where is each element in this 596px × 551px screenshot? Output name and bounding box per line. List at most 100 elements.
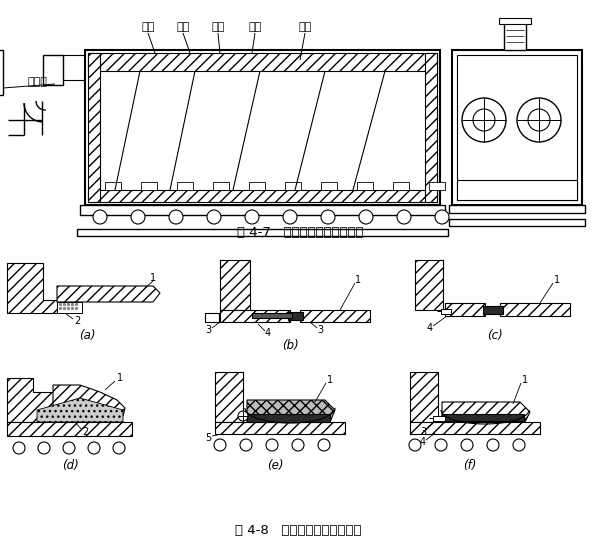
Polygon shape <box>37 398 123 422</box>
Text: 炉膛: 炉膛 <box>141 22 154 32</box>
Bar <box>457 180 577 200</box>
Circle shape <box>240 439 252 451</box>
Bar <box>252 313 292 318</box>
Circle shape <box>513 439 525 451</box>
Circle shape <box>169 210 183 224</box>
Text: 2: 2 <box>82 427 88 437</box>
Polygon shape <box>410 372 438 422</box>
Bar <box>449 205 585 213</box>
Text: 3: 3 <box>317 325 323 335</box>
Text: 图 4-7   全纤维高速烧嘴退火炉: 图 4-7 全纤维高速烧嘴退火炉 <box>237 225 364 239</box>
Circle shape <box>473 109 495 131</box>
Bar <box>410 422 540 434</box>
Text: (e): (e) <box>267 458 283 472</box>
Bar <box>77 229 448 236</box>
Bar <box>43 55 63 85</box>
Bar <box>88 190 437 202</box>
Text: 炉衬: 炉衬 <box>212 22 225 32</box>
Polygon shape <box>7 378 53 422</box>
Text: 4: 4 <box>427 323 433 333</box>
Bar <box>247 414 330 422</box>
Polygon shape <box>53 385 125 416</box>
Polygon shape <box>500 303 570 316</box>
Circle shape <box>517 98 561 142</box>
Circle shape <box>397 210 411 224</box>
Bar <box>57 302 82 313</box>
Polygon shape <box>220 310 290 322</box>
Bar <box>288 312 303 320</box>
Text: 烧嘴: 烧嘴 <box>249 22 262 32</box>
Circle shape <box>318 439 330 451</box>
Bar <box>452 50 582 205</box>
Polygon shape <box>442 402 530 422</box>
Bar <box>321 182 337 190</box>
Bar <box>433 416 445 421</box>
Bar <box>441 309 451 314</box>
Text: (d): (d) <box>61 458 79 472</box>
Bar <box>85 50 440 205</box>
Text: 1: 1 <box>327 375 333 385</box>
Text: 1: 1 <box>355 275 361 285</box>
Text: 3: 3 <box>205 325 211 335</box>
Circle shape <box>435 210 449 224</box>
Bar <box>457 55 577 200</box>
Bar <box>0 50 3 95</box>
Text: 4: 4 <box>265 328 271 338</box>
Bar <box>7 422 132 436</box>
Polygon shape <box>247 400 335 422</box>
Bar <box>483 306 503 314</box>
Circle shape <box>462 98 506 142</box>
Bar <box>285 182 301 190</box>
Bar <box>88 53 437 71</box>
Bar <box>141 182 157 190</box>
Bar <box>504 22 526 50</box>
Polygon shape <box>445 303 485 316</box>
Text: (f): (f) <box>463 458 477 472</box>
Text: 图 4-8   台车与炉墙密封示意图: 图 4-8 台车与炉墙密封示意图 <box>235 523 361 537</box>
Text: (b): (b) <box>282 339 299 353</box>
Circle shape <box>461 439 473 451</box>
Bar <box>80 205 445 215</box>
Bar <box>499 18 531 24</box>
Bar <box>249 182 265 190</box>
Circle shape <box>409 439 421 451</box>
Text: 1: 1 <box>150 273 156 283</box>
Circle shape <box>292 439 304 451</box>
Circle shape <box>435 439 447 451</box>
Text: 4: 4 <box>420 437 426 447</box>
Circle shape <box>131 210 145 224</box>
Circle shape <box>63 442 75 454</box>
Circle shape <box>359 210 373 224</box>
Polygon shape <box>300 310 370 322</box>
Text: 5: 5 <box>205 433 211 443</box>
Circle shape <box>88 442 100 454</box>
Text: 1: 1 <box>554 275 560 285</box>
Circle shape <box>245 210 259 224</box>
Bar <box>429 182 445 190</box>
Circle shape <box>283 210 297 224</box>
Bar <box>357 182 373 190</box>
Text: 2: 2 <box>74 316 80 326</box>
Polygon shape <box>215 372 243 422</box>
Text: (c): (c) <box>487 329 503 343</box>
Bar <box>205 313 219 322</box>
Text: 炉门: 炉门 <box>299 22 312 32</box>
Circle shape <box>214 439 226 451</box>
Circle shape <box>487 439 499 451</box>
Bar <box>442 414 524 421</box>
Bar <box>213 182 229 190</box>
Text: 3: 3 <box>420 427 426 437</box>
Bar <box>177 182 193 190</box>
Polygon shape <box>220 260 250 310</box>
Text: 排烟道: 排烟道 <box>28 77 48 87</box>
Circle shape <box>113 442 125 454</box>
Polygon shape <box>57 286 160 302</box>
Text: 1: 1 <box>522 375 528 385</box>
Bar <box>215 422 345 434</box>
Bar <box>449 219 585 226</box>
Circle shape <box>93 210 107 224</box>
Circle shape <box>528 109 550 131</box>
Polygon shape <box>415 260 443 310</box>
Bar <box>393 182 409 190</box>
Circle shape <box>266 439 278 451</box>
